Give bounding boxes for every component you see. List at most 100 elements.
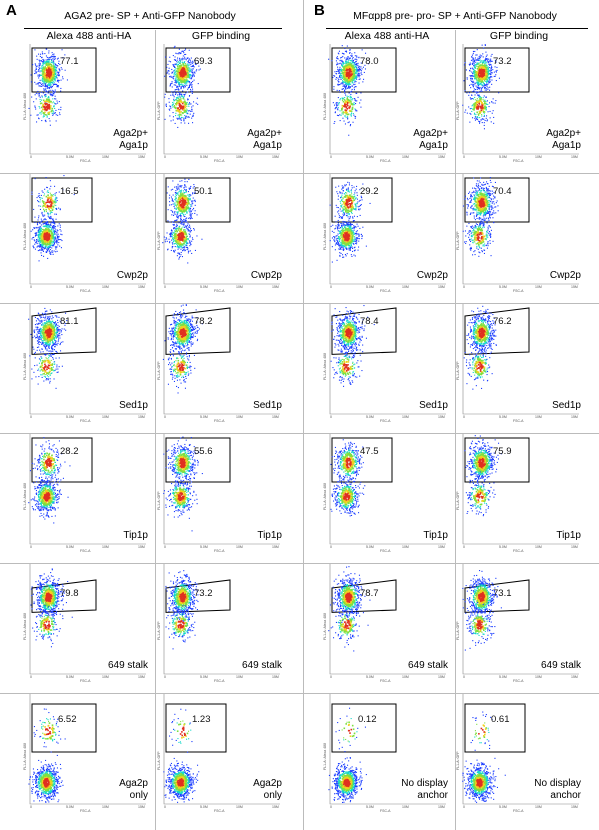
event-dot — [49, 180, 51, 182]
event-dot — [478, 100, 480, 103]
event-dot — [483, 122, 485, 124]
event-dot — [479, 100, 481, 102]
event-dot — [359, 67, 361, 69]
flow-plot-canvas — [29, 174, 146, 285]
event-dot — [39, 100, 41, 102]
event-dot — [42, 231, 45, 234]
event-dot — [338, 90, 340, 92]
event-dot — [195, 102, 197, 104]
event-dot — [52, 219, 54, 221]
event-dot — [174, 56, 176, 58]
event-dot — [168, 60, 170, 62]
event-dot — [189, 196, 191, 198]
event-dot — [172, 106, 174, 108]
event-dot — [165, 105, 167, 107]
event-dot — [46, 116, 48, 118]
event-dot — [49, 89, 51, 91]
event-dot — [173, 70, 175, 72]
event-dot — [185, 102, 187, 104]
event-dot — [170, 61, 172, 63]
event-dot — [184, 104, 187, 106]
event-dot — [43, 240, 45, 242]
event-dot — [354, 86, 356, 88]
event-dot — [472, 57, 474, 59]
event-dot — [44, 113, 46, 115]
event-dot — [345, 62, 347, 64]
event-dot — [37, 230, 39, 232]
event-dot — [486, 81, 488, 83]
event-dot — [176, 215, 178, 217]
flow-plot: 69.3 FSC-A FL1-A::GFP 0 5.0M 10M 15M Aga2p+ Aga1… — [156, 42, 288, 170]
event-dot — [36, 58, 38, 60]
event-dot — [170, 94, 172, 96]
event-dot — [40, 102, 43, 105]
event-dot — [489, 74, 491, 76]
event-dot — [175, 103, 177, 105]
event-dot — [56, 58, 58, 60]
event-dot — [177, 118, 179, 120]
event-dot — [177, 187, 179, 189]
event-dot — [47, 190, 49, 192]
event-dot — [44, 76, 46, 79]
event-dot — [175, 235, 177, 238]
event-dot — [171, 72, 173, 74]
event-dot — [170, 236, 172, 238]
event-dot — [181, 185, 183, 187]
event-dot — [183, 98, 185, 100]
event-dot — [40, 238, 42, 240]
event-dot — [50, 217, 52, 219]
event-dot — [474, 89, 476, 91]
event-dot — [188, 199, 190, 201]
event-dot — [57, 86, 59, 88]
event-dot — [342, 83, 344, 85]
event-dot — [343, 68, 345, 70]
event-dot — [485, 64, 487, 66]
event-dot — [338, 71, 340, 73]
event-dot — [345, 106, 348, 108]
event-dot — [43, 100, 46, 103]
event-dot — [47, 212, 49, 214]
event-dot — [180, 248, 182, 250]
event-dot — [42, 58, 44, 60]
event-dot — [180, 219, 182, 221]
event-dot — [175, 99, 177, 101]
event-dot — [169, 194, 171, 196]
event-dot — [486, 74, 489, 76]
event-dot — [41, 69, 43, 71]
event-dot — [183, 233, 186, 235]
event-dot — [474, 99, 476, 101]
event-dot — [191, 115, 193, 117]
event-dot — [171, 247, 173, 249]
event-dot — [179, 92, 181, 94]
event-dot — [476, 88, 478, 90]
event-dot — [340, 192, 342, 194]
event-dot — [184, 58, 186, 60]
event-dot — [191, 71, 193, 73]
event-dot — [178, 209, 181, 211]
event-dot — [345, 71, 347, 74]
event-dot — [340, 73, 342, 75]
event-dot — [471, 75, 473, 77]
event-dot — [478, 96, 480, 98]
event-dot — [344, 109, 347, 111]
event-dot — [178, 83, 180, 85]
event-dot — [355, 81, 357, 83]
event-dot — [186, 73, 188, 76]
event-dot — [186, 228, 188, 230]
event-dot — [176, 239, 178, 241]
event-dot — [39, 74, 41, 76]
event-dot — [345, 86, 347, 88]
event-dot — [186, 116, 188, 118]
event-dot — [186, 225, 188, 227]
event-dot — [484, 119, 486, 121]
event-dot — [484, 87, 486, 89]
event-dot — [177, 193, 179, 195]
event-dot — [49, 216, 51, 218]
event-dot — [359, 69, 361, 71]
event-dot — [474, 65, 476, 67]
event-dot — [340, 78, 342, 80]
event-dot — [173, 100, 175, 102]
event-dot — [482, 99, 484, 101]
event-dot — [365, 52, 367, 54]
event-dot — [47, 238, 50, 241]
